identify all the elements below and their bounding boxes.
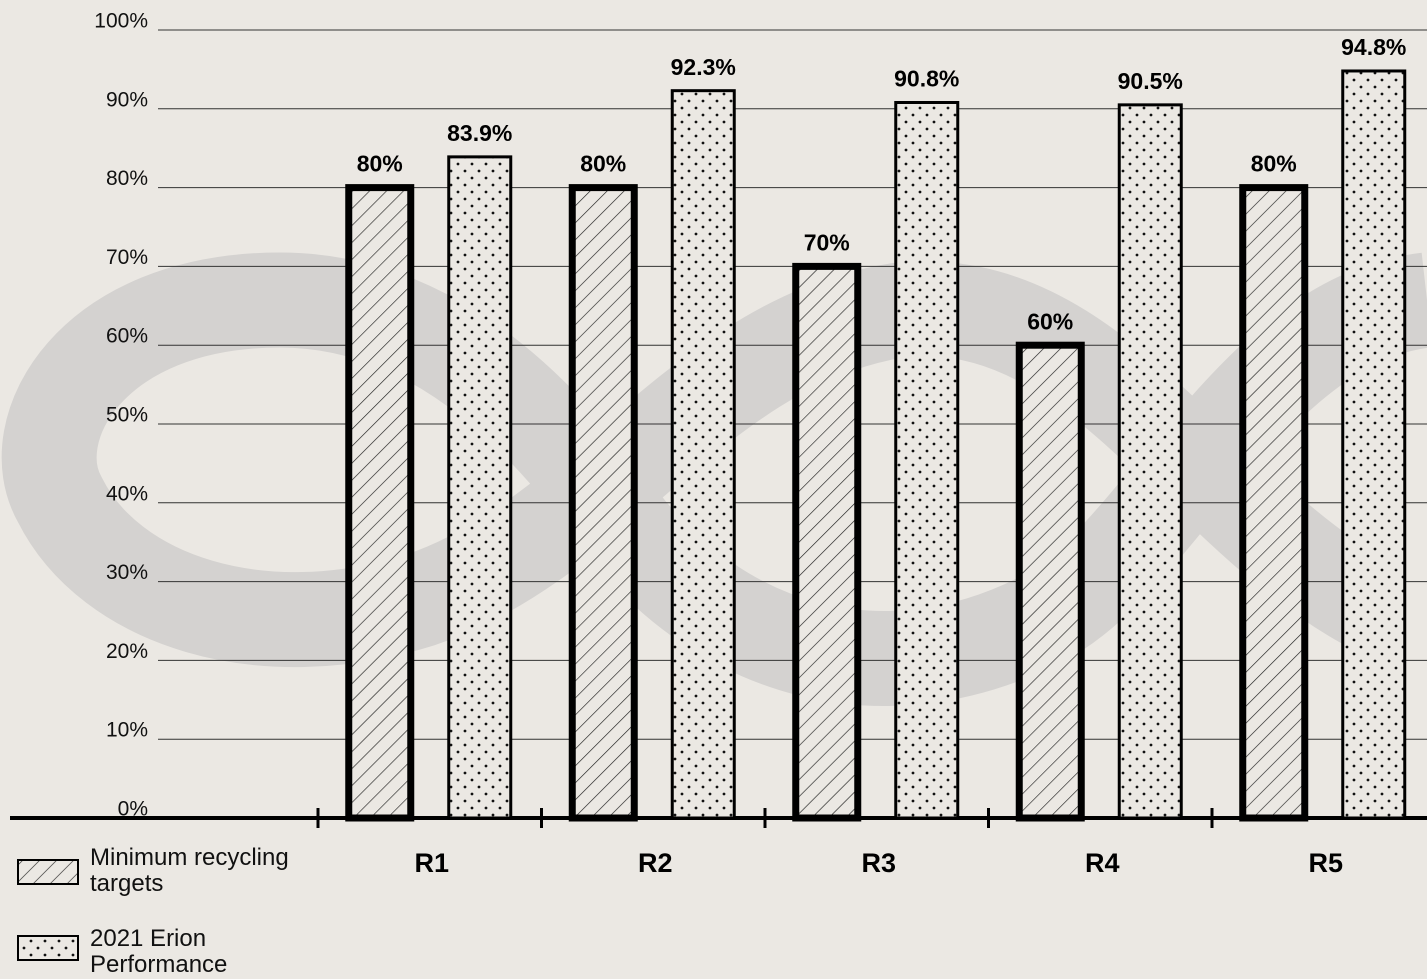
bar bbox=[894, 100, 960, 820]
bar bbox=[1239, 184, 1309, 822]
value-label: 92.3% bbox=[671, 54, 736, 80]
value-label: 90.5% bbox=[1118, 68, 1183, 94]
background-infinity bbox=[1, 252, 1427, 706]
bar bbox=[568, 184, 638, 822]
bar bbox=[670, 89, 736, 820]
legend-swatch bbox=[17, 935, 79, 961]
x-tick-label: R3 bbox=[861, 848, 896, 878]
bar bbox=[345, 184, 415, 822]
bar bbox=[792, 262, 862, 822]
value-label: 60% bbox=[1027, 308, 1073, 334]
y-tick-label: 0% bbox=[118, 798, 148, 821]
y-tick-label: 40% bbox=[106, 482, 148, 505]
value-label: 90.8% bbox=[894, 66, 959, 92]
bar bbox=[447, 155, 513, 820]
legend-label: 2021 Erion Performance bbox=[90, 925, 228, 978]
value-label: 80% bbox=[1251, 151, 1297, 177]
x-tick-label: R1 bbox=[414, 848, 449, 878]
x-tick-label: R2 bbox=[638, 848, 673, 878]
value-label: 94.8% bbox=[1341, 34, 1406, 60]
legend-swatch bbox=[17, 859, 79, 885]
bar bbox=[1341, 69, 1407, 820]
y-tick-label: 90% bbox=[106, 88, 148, 111]
y-tick-label: 10% bbox=[106, 719, 148, 742]
x-tick-label: R4 bbox=[1085, 848, 1120, 878]
bar bbox=[1117, 103, 1183, 820]
y-tick-label: 30% bbox=[106, 561, 148, 584]
y-tick-label: 100% bbox=[94, 10, 148, 33]
legend-label: Minimum recycling targets bbox=[90, 844, 289, 897]
y-tick-label: 20% bbox=[106, 640, 148, 663]
value-label: 80% bbox=[357, 151, 403, 177]
y-tick-label: 60% bbox=[106, 325, 148, 348]
value-label: 80% bbox=[580, 151, 626, 177]
x-tick-label: R5 bbox=[1308, 848, 1343, 878]
y-tick-label: 50% bbox=[106, 404, 148, 427]
y-tick-label: 80% bbox=[106, 167, 148, 190]
bar bbox=[1015, 341, 1085, 822]
value-label: 83.9% bbox=[447, 120, 512, 146]
y-tick-label: 70% bbox=[106, 246, 148, 269]
value-label: 70% bbox=[804, 229, 850, 255]
